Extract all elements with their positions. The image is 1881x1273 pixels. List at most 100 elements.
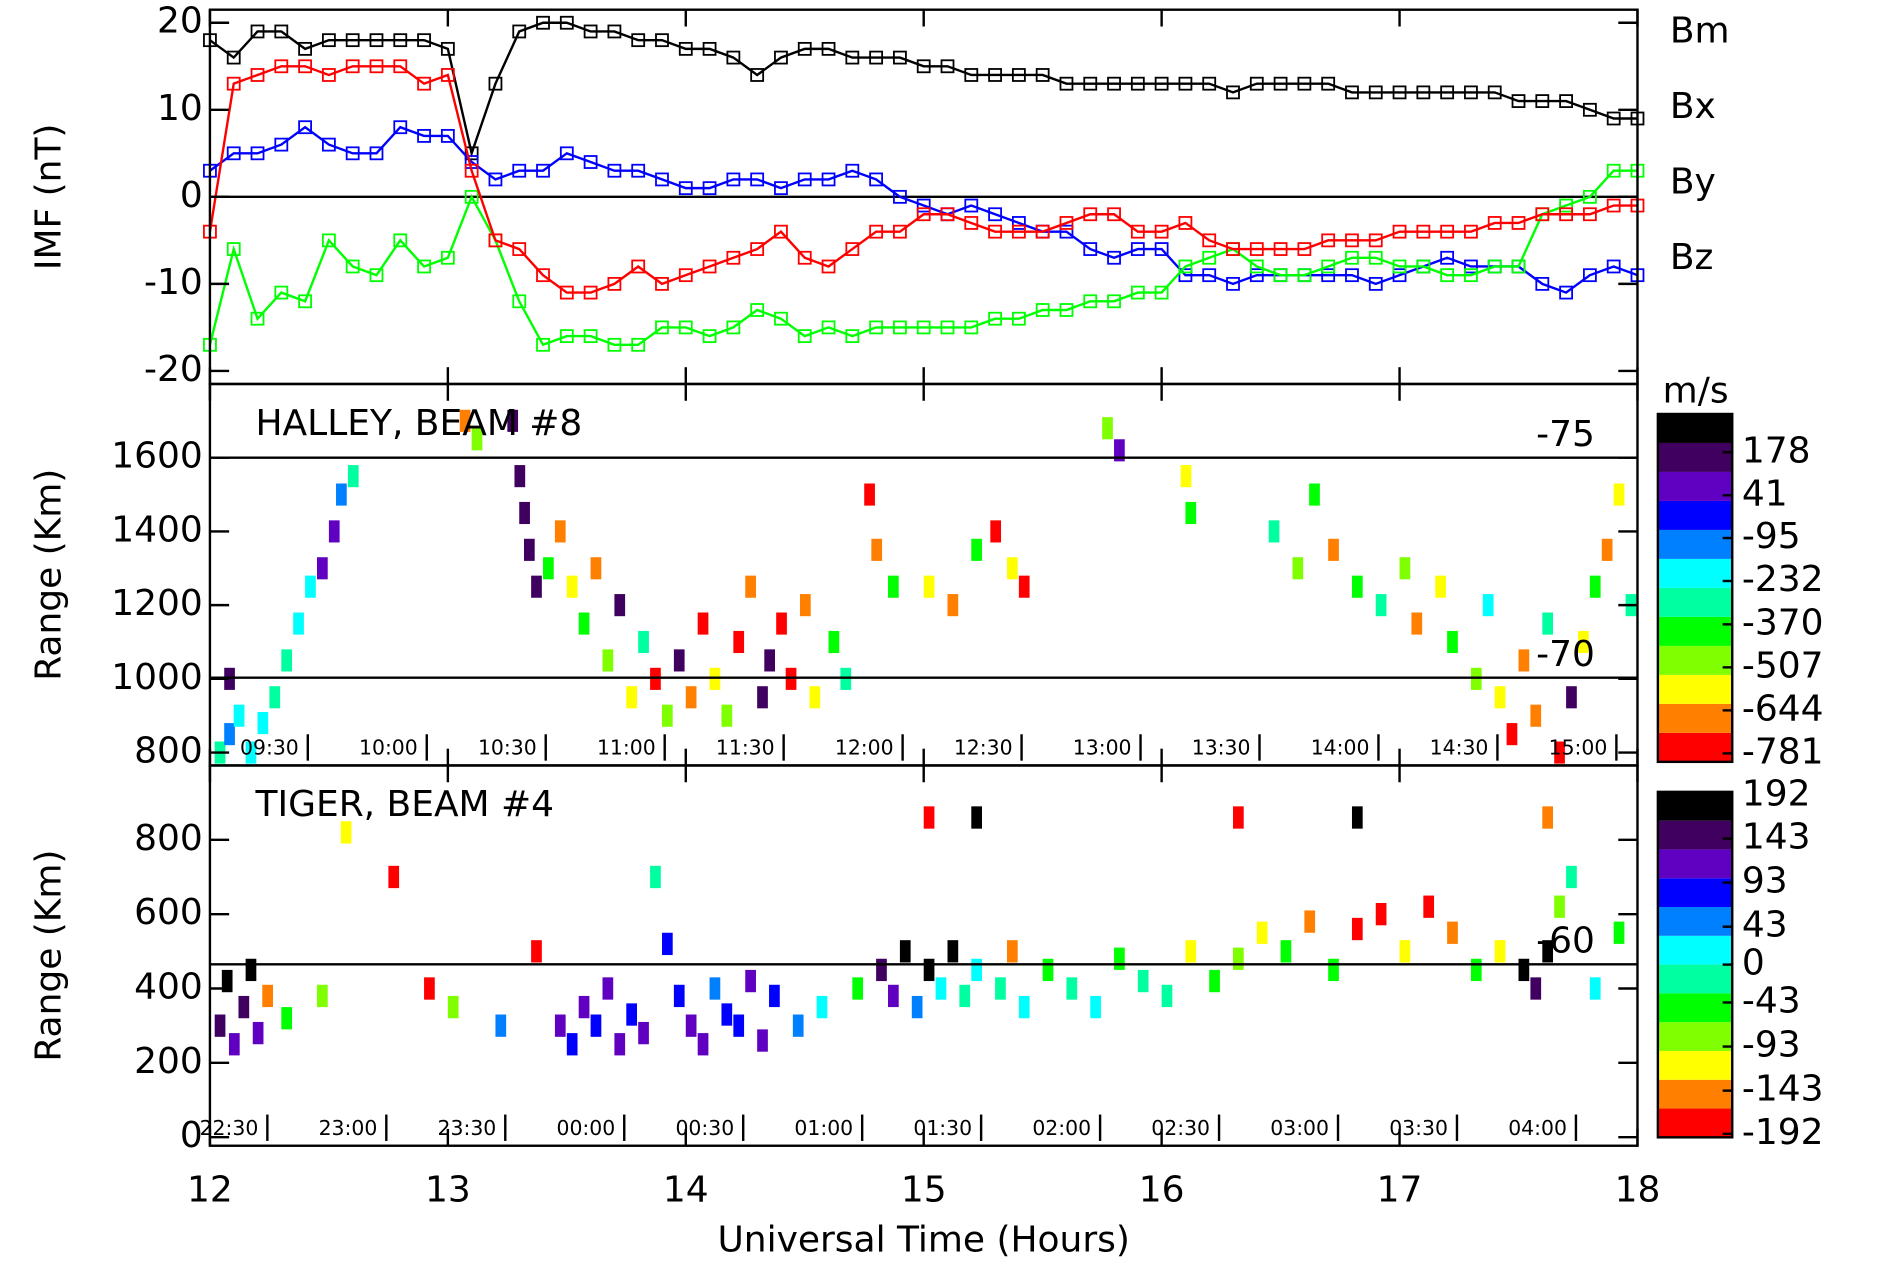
marker	[1059, 76, 1074, 91]
marker	[797, 329, 812, 344]
radar-cell	[543, 557, 554, 580]
marker	[1487, 216, 1502, 230]
colorbar-band	[1657, 878, 1733, 908]
marker	[678, 320, 693, 335]
colorbar-band	[1657, 674, 1733, 704]
marker	[797, 250, 812, 265]
marker	[393, 33, 408, 48]
radar-cell	[1589, 575, 1601, 598]
colorbar-band	[1657, 529, 1733, 559]
marker	[417, 259, 431, 274]
radar-cell	[238, 995, 250, 1019]
series-line	[209, 21, 1638, 158]
marker	[369, 33, 384, 48]
radar-cell	[1375, 594, 1387, 617]
marker	[726, 250, 741, 265]
marker	[988, 207, 1002, 222]
radar-cell	[1399, 940, 1411, 963]
y-tick-label: 800	[134, 731, 203, 772]
y-tick-label: 20	[157, 1, 203, 42]
radar-cell	[911, 995, 923, 1019]
marker	[1416, 224, 1431, 239]
radar-cell	[1114, 947, 1125, 970]
radar-cell	[1447, 630, 1458, 654]
radar-cell	[764, 649, 776, 672]
radar-cell	[1518, 649, 1530, 672]
marker	[940, 207, 955, 222]
radar-cell	[293, 612, 304, 635]
colorbar-label: -232	[1742, 559, 1824, 600]
colorbar-band	[1657, 442, 1733, 472]
marker	[1130, 224, 1145, 239]
radar-cell	[531, 940, 542, 963]
radar-cell	[578, 612, 590, 635]
marker	[1130, 242, 1145, 256]
radar-cell	[340, 821, 352, 844]
radar-cell	[245, 958, 257, 982]
marker	[1130, 76, 1145, 91]
radar-cell	[1375, 902, 1387, 926]
marker	[1035, 303, 1050, 317]
marker	[1083, 294, 1098, 309]
marker	[1273, 76, 1288, 91]
marker	[1535, 276, 1550, 291]
marker	[702, 329, 717, 344]
marker	[726, 320, 741, 335]
marker	[1059, 216, 1074, 230]
radar-cell	[1185, 501, 1197, 525]
radar-cell	[1542, 940, 1554, 963]
marker	[321, 33, 336, 48]
radar-cell	[1542, 806, 1554, 829]
marker	[321, 137, 336, 152]
marker	[1559, 198, 1573, 213]
marker	[298, 41, 313, 56]
local-time-label: 10:30	[478, 736, 537, 760]
marker	[250, 146, 265, 161]
marker	[869, 172, 884, 187]
marker	[226, 50, 241, 65]
colorbar-label: 41	[1742, 473, 1788, 514]
radar-cell	[673, 984, 685, 1008]
y-axis-label: Range (Km)	[28, 850, 69, 1062]
marker	[536, 268, 550, 283]
legend-entry: Bx	[1670, 86, 1716, 127]
marker	[1273, 268, 1288, 283]
radar-cell	[514, 465, 526, 488]
radar-cell	[871, 538, 883, 561]
marker	[607, 276, 622, 291]
marker	[1249, 259, 1264, 274]
marker	[583, 329, 598, 344]
y-tick-label: 600	[134, 892, 203, 933]
marker	[250, 68, 265, 82]
local-time-label: 01:30	[913, 1116, 972, 1140]
marker	[1202, 233, 1217, 248]
marker	[1535, 94, 1550, 108]
marker	[250, 24, 265, 39]
marker	[226, 242, 241, 256]
marker	[726, 50, 741, 65]
marker	[988, 224, 1002, 239]
marker	[750, 303, 765, 317]
radar-cell	[1018, 995, 1030, 1019]
marker	[559, 15, 574, 30]
marker	[1416, 85, 1431, 100]
radar-cell	[876, 958, 887, 982]
x-tick-label: 16	[1139, 1169, 1185, 1210]
marker	[1368, 85, 1383, 100]
radar-cell	[245, 741, 257, 764]
radar-cell	[1328, 538, 1339, 561]
marker	[1035, 68, 1050, 82]
radar-cell	[947, 940, 959, 963]
marker	[821, 320, 836, 335]
local-time-label: 23:30	[438, 1116, 497, 1140]
local-time-label: 09:30	[240, 736, 299, 760]
radar-cell	[1137, 969, 1149, 993]
radar-cell	[554, 520, 566, 543]
y-axis-label: IMF (nT)	[28, 124, 69, 271]
y-tick-label: 800	[134, 818, 203, 859]
marker	[1321, 76, 1336, 91]
marker	[1083, 76, 1098, 91]
marker	[845, 50, 860, 65]
radar-cell	[388, 865, 400, 889]
radar-cell	[1494, 686, 1506, 709]
